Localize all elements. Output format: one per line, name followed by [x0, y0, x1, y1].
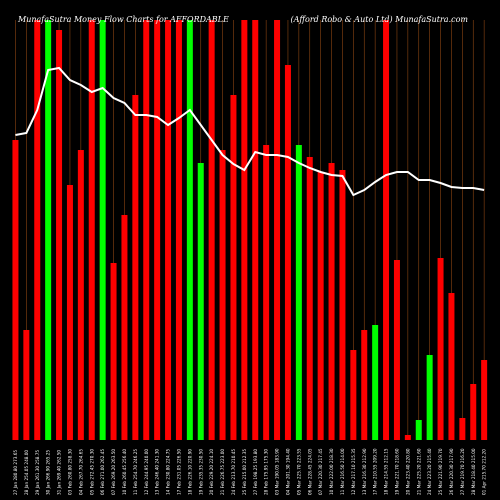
x-tick-label: 28 Mar 218.40 215.00 — [471, 448, 476, 495]
x-tick-label: 11 Feb 254.70 246.25 — [133, 449, 138, 495]
x-tick-label: 19 Feb 235.35 230.50 — [198, 449, 203, 495]
x-tick-label: 18 Feb 226.10 220.90 — [187, 449, 192, 495]
bar — [197, 163, 204, 440]
bar — [350, 350, 357, 440]
bar — [12, 140, 19, 440]
x-tick-label: 17 Feb 231.05 226.50 — [176, 449, 181, 495]
bar — [34, 20, 41, 440]
bar — [45, 20, 52, 440]
bar — [306, 157, 313, 440]
x-tick-label: 12 Feb 244.95 240.00 — [144, 449, 149, 495]
bar — [154, 20, 161, 440]
bar — [339, 170, 346, 440]
bar — [252, 20, 259, 440]
bar — [284, 65, 291, 440]
x-tick-label: 26 Mar 220.30 217.90 — [449, 448, 454, 495]
bar — [274, 20, 281, 440]
x-tick-label: 28 Feb 175.95 175.30 — [264, 449, 269, 495]
bar — [110, 263, 117, 440]
x-tick-label: 12 Mar 217.10 215.35 — [351, 448, 356, 495]
bar — [393, 260, 400, 440]
x-tick-label: 10 Feb 260.45 256.40 — [122, 449, 127, 495]
x-tick-label: 28 Jan 254.05 248.00 — [24, 450, 29, 495]
bar — [415, 420, 422, 440]
x-tick-label: 20 Feb 229.20 224.10 — [209, 449, 214, 495]
x-tick-label: 27 Feb 198.25 193.80 — [253, 449, 258, 495]
x-tick-label: 01 Apr 215.70 212.20 — [482, 449, 487, 495]
x-tick-label: 13 Feb 246.40 241.30 — [155, 449, 160, 495]
x-tick-label: 18 Mar 214.55 212.15 — [384, 448, 389, 495]
x-tick-label: 04 Mar 201.30 194.40 — [285, 448, 290, 495]
bar — [404, 435, 411, 440]
x-tick-label: 27 Jan 280.80 273.65 — [13, 450, 18, 495]
x-tick-label: 29 Jan 261.30 258.75 — [35, 450, 40, 495]
bar-series — [12, 20, 488, 440]
x-tick-label: 24 Mar 223.20 215.40 — [427, 448, 432, 495]
bar — [481, 360, 488, 440]
chart-title: MunafaSutra Money Flow Charts for AFFORD… — [17, 15, 229, 24]
x-tick-label: 03 Feb 260.80 258.30 — [67, 449, 72, 495]
bar — [448, 293, 455, 440]
bar — [459, 418, 466, 440]
x-tick-label: 07 Mar 220.30 217.45 — [318, 448, 323, 495]
bar — [175, 20, 182, 440]
x-tick-label: 07 Feb 269.20 263.50 — [111, 449, 116, 495]
bar — [372, 325, 379, 440]
x-tick-label: 13 Mar 216.30 212.90 — [362, 448, 367, 495]
bar — [470, 384, 477, 440]
bar — [77, 150, 84, 440]
x-tick-label: 25 Mar 221.90 219.70 — [438, 448, 443, 495]
money-flow-line — [15, 66, 485, 197]
x-tick-label: 04 Feb 267.70 264.65 — [78, 449, 83, 495]
x-tick-label: 03 Mar 190.05 183.90 — [275, 448, 280, 495]
x-tick-label: 21 Feb 226.75 223.00 — [220, 449, 225, 495]
bar — [241, 20, 248, 440]
x-tick-label: 27 Mar 219.70 216.20 — [460, 448, 465, 495]
bar — [208, 20, 215, 440]
bar — [437, 258, 444, 440]
bar — [165, 20, 172, 440]
x-tick-label: 05 Feb 272.45 270.30 — [89, 449, 94, 495]
x-tick-label: 25 Feb 215.00 212.35 — [242, 449, 247, 495]
bar — [317, 172, 324, 440]
bar — [361, 330, 368, 440]
bar — [383, 20, 390, 440]
bar — [99, 20, 106, 440]
bar — [426, 355, 433, 440]
bar — [23, 330, 30, 440]
bar — [219, 150, 226, 440]
x-tick-labels: 27 Jan 280.80 273.65 28 Jan 254.05 248.00… — [13, 448, 487, 495]
bar — [56, 30, 63, 440]
x-tick-label: 19 Mar 221.70 218.60 — [394, 448, 399, 495]
bar — [328, 163, 335, 440]
x-tick-label: 21 Mar 225.20 221.60 — [416, 448, 421, 495]
x-tick-label: 11 Mar 216.50 214.00 — [340, 448, 345, 495]
bar — [121, 215, 128, 440]
bar — [66, 185, 73, 440]
x-tick-label: 31 Jan 269.40 262.50 — [57, 450, 62, 495]
x-tick-label: 24 Feb 213.70 210.45 — [231, 449, 236, 495]
x-tick-label: 30 Jan 266.90 265.25 — [46, 450, 51, 495]
company-name: (Afford Robo & Auto Ltd) MunafaSutra.com — [290, 15, 468, 24]
bar — [230, 95, 237, 440]
x-tick-label: 06 Mar 228.45 224.05 — [307, 448, 312, 495]
x-tick-label: 17 Mar 210.55 209.20 — [373, 448, 378, 495]
bar — [295, 145, 302, 440]
x-tick-label: 20 Mar 223.40 220.80 — [405, 448, 410, 495]
x-tick-label: 14 Feb 230.80 224.75 — [166, 449, 171, 495]
x-tick-label: 10 Mar 222.00 218.30 — [329, 448, 334, 495]
x-tick-label: 05 Mar 225.70 223.55 — [296, 448, 301, 495]
bar — [88, 20, 95, 440]
bar — [143, 20, 150, 440]
bar — [186, 20, 193, 440]
bar — [263, 145, 270, 440]
bar — [132, 95, 139, 440]
x-tick-label: 06 Feb 271.00 262.45 — [100, 449, 105, 495]
